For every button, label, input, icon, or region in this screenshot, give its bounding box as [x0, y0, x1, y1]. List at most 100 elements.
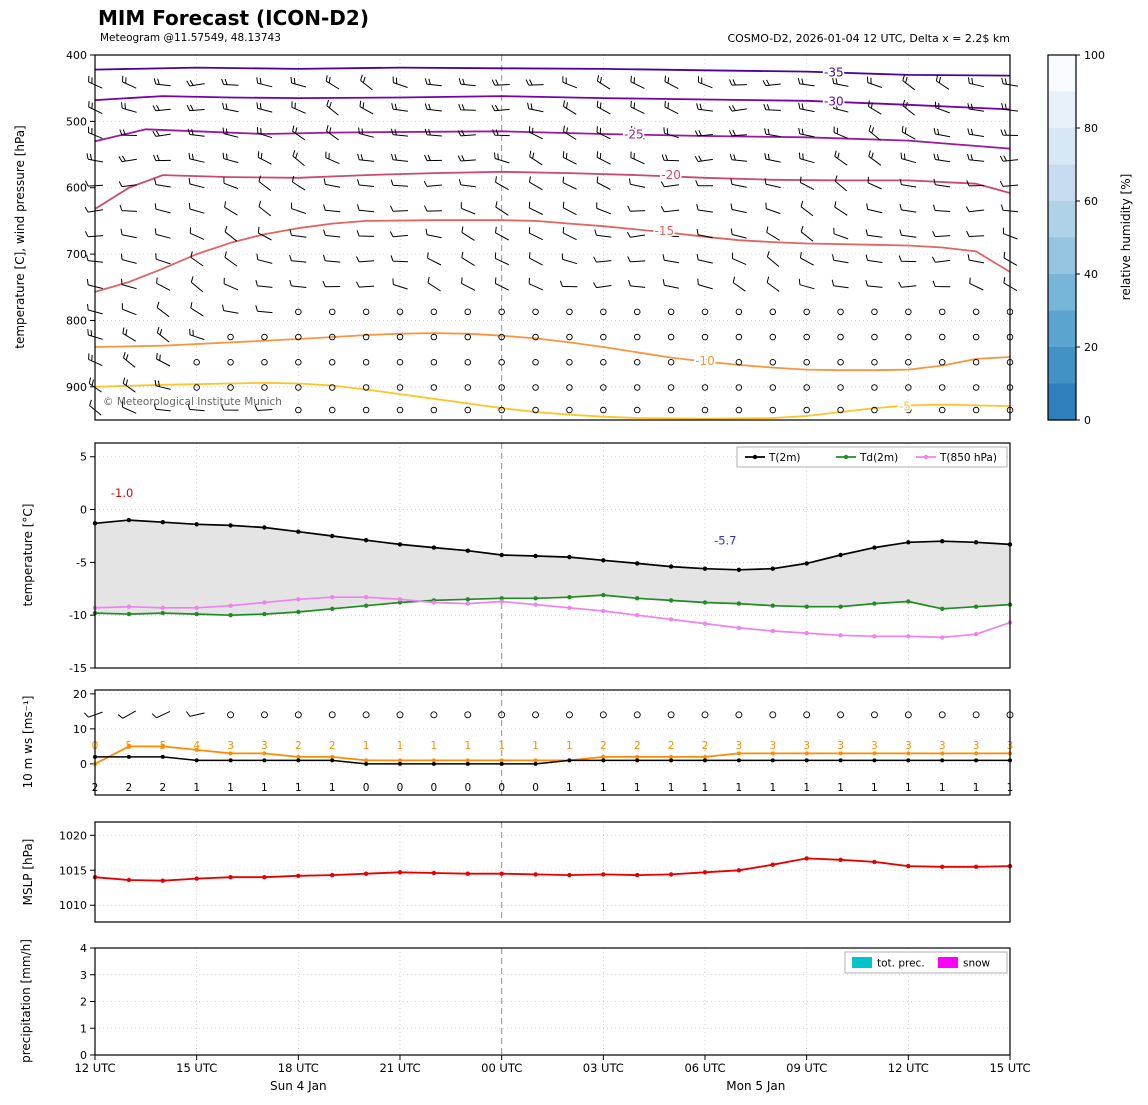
- panel-temperature: 5 0 -5 -10 -15 -1.0 -5.7 T(2m) Td(2m) T(850 hPa): [69, 442, 1013, 675]
- gust-value-label: 3: [905, 740, 912, 752]
- contour-label: -30: [824, 95, 844, 109]
- calm-wind-icon: [667, 359, 675, 366]
- calm-wind-icon: [193, 384, 200, 391]
- calm-wind-icon: [972, 333, 980, 341]
- legend-label: T(2m): [768, 452, 801, 464]
- y-tick-label: -5: [76, 556, 87, 569]
- calm-wind-icon: [735, 333, 743, 341]
- contour-line--30: [94, 95, 1011, 111]
- calm-wind-icon: [769, 359, 777, 366]
- gust-value-label: 1: [532, 740, 539, 752]
- calm-wind-icon: [430, 359, 438, 366]
- subtitle-coordinates: Meteogram @11.57549, 48.13743: [100, 32, 281, 44]
- calm-wind-icon: [532, 333, 539, 341]
- calm-wind-icon: [464, 359, 472, 366]
- calm-wind-icon: [464, 333, 472, 341]
- temperature-y-axis-label: temperature [°C]: [21, 503, 35, 607]
- wind-value-label: 1: [939, 782, 946, 794]
- calm-wind-icon: [430, 308, 438, 316]
- gust-value-label: 3: [261, 740, 268, 752]
- contour-label: -15: [654, 224, 674, 238]
- x-tick-label: 15 UTC: [989, 1061, 1030, 1075]
- gust-value-label: 3: [227, 740, 234, 752]
- wind-value-label: 0: [464, 782, 471, 794]
- gust-value-label: 2: [295, 740, 302, 752]
- calm-wind-icon: [972, 406, 980, 414]
- calm-wind-icon: [667, 711, 675, 719]
- wind-value-label: 1: [837, 782, 844, 794]
- calm-wind-icon: [769, 406, 777, 414]
- calm-wind-icon: [532, 406, 539, 414]
- calm-wind-icon: [837, 333, 844, 341]
- x-tick-label: 00 UTC: [481, 1061, 522, 1075]
- gust-value-label: 3: [736, 740, 743, 752]
- calm-wind-icon: [667, 308, 675, 316]
- day-label: Sun 4 Jan: [270, 1079, 327, 1093]
- gust-value-label: 3: [871, 740, 878, 752]
- gust-value-label: 2: [329, 740, 336, 752]
- legend-label: tot. prec.: [877, 958, 925, 970]
- gust-value-label: 2: [668, 740, 675, 752]
- calm-wind-icon: [735, 384, 743, 391]
- calm-wind-icon: [905, 406, 912, 414]
- gust-value-label: 2: [634, 740, 641, 752]
- precipitation-y-axis-label: precipitation [mm/h]: [19, 939, 33, 1063]
- temperature-spread-fill: [95, 520, 1010, 616]
- colorbar-label: relative humidity [%]: [1119, 173, 1133, 301]
- contour-label: -20: [661, 168, 681, 182]
- y-tick-label: 0: [80, 504, 87, 517]
- calm-wind-icon: [295, 359, 302, 366]
- calm-wind-icon: [566, 333, 573, 341]
- gust-value-label: 3: [769, 740, 776, 752]
- annotation: -1.0: [111, 486, 133, 500]
- calm-wind-icon: [362, 359, 370, 366]
- calm-wind-icon: [396, 308, 404, 316]
- calm-wind-icon: [464, 384, 472, 391]
- calm-wind-icon: [464, 711, 472, 719]
- calm-wind-icon: [566, 384, 573, 391]
- y-tick-label: 10: [73, 723, 87, 736]
- wind-value-label: 1: [769, 782, 776, 794]
- colorbar-tick-label: 0: [1084, 414, 1091, 427]
- calm-wind-icon: [430, 384, 438, 391]
- model-info: COSMO-D2, 2026-01-04 12 UTC, Delta x = 2…: [727, 32, 1010, 45]
- wind-value-label: 1: [227, 782, 234, 794]
- gust-value-label: 3: [803, 740, 810, 752]
- legend-precipitation: tot. prec. snow: [844, 951, 1008, 974]
- colorbar-tick-label: 80: [1084, 122, 1098, 135]
- x-axis: 12 UTC 15 UTC 18 UTC 21 UTC 00 UTC 03 UTC 06 U…: [74, 1055, 1031, 1093]
- calm-wind-icon: [193, 359, 200, 366]
- calm-wind-icon: [261, 359, 268, 366]
- calm-wind-icon: [871, 406, 878, 414]
- wind-value-label: 0: [532, 782, 539, 794]
- calm-wind-icon: [803, 333, 810, 341]
- calm-wind-icon: [938, 308, 946, 316]
- y-tick-label: 5: [80, 451, 87, 464]
- gust-value-label: 1: [363, 740, 370, 752]
- wind-value-label: 1: [329, 782, 336, 794]
- calm-wind-icon: [328, 384, 336, 391]
- calm-wind-icon: [938, 384, 946, 391]
- y-tick-label: 900: [66, 381, 87, 394]
- calm-wind-icon: [972, 308, 980, 316]
- calm-wind-icon: [295, 384, 302, 391]
- calm-wind-icon: [328, 359, 336, 366]
- calm-wind-icon: [633, 308, 641, 316]
- wind-value-label: 1: [973, 782, 980, 794]
- contour-line--10: [94, 332, 1011, 372]
- y-tick-label: 0: [80, 1049, 87, 1062]
- wind-value-label: 0: [363, 782, 370, 794]
- wind-value-label: 1: [736, 782, 743, 794]
- copyright-notice: © Meteorological Institute Munich: [103, 396, 282, 408]
- calm-wind-icon: [260, 711, 268, 719]
- gust-value-label: 1: [566, 740, 573, 752]
- calm-wind-icon: [498, 333, 505, 341]
- calm-wind-icon: [498, 711, 506, 719]
- calm-wind-icon: [633, 333, 641, 341]
- legend-label: snow: [963, 958, 991, 970]
- calm-wind-icon: [871, 308, 878, 316]
- x-tick-label: 12 UTC: [74, 1061, 115, 1075]
- calm-wind-icon: [532, 384, 539, 391]
- wind-y-axis-label: 10 m ws [ms⁻¹]: [21, 695, 35, 789]
